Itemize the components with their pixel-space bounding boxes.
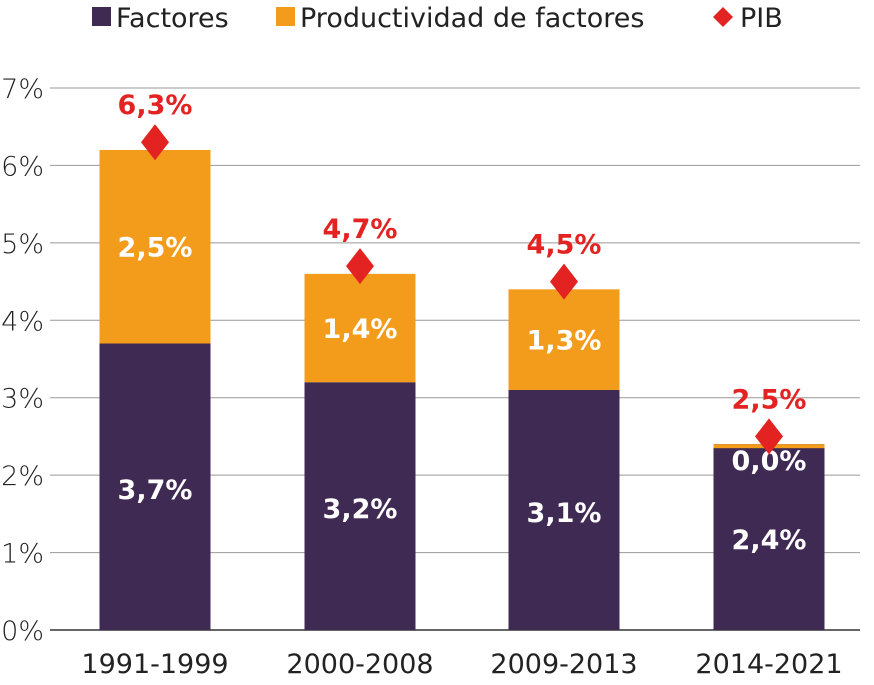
pib-marker	[346, 248, 374, 285]
data-label-factores: 3,2%	[323, 494, 398, 525]
data-label-pib: 2,5%	[732, 384, 807, 415]
data-label-pib: 4,5%	[527, 230, 602, 261]
x-tick-label: 2009-2013	[490, 649, 637, 680]
data-label-pib: 4,7%	[323, 214, 398, 245]
pib-marker	[141, 124, 169, 161]
data-label-factores: 3,1%	[527, 498, 602, 529]
data-label-productividad: 1,4%	[323, 314, 398, 345]
data-label-factores: 2,4%	[732, 525, 807, 556]
y-tick-label: 3%	[1, 384, 44, 415]
legend-label-productividad: Productividad de factores	[300, 3, 644, 34]
data-label-factores: 3,7%	[118, 475, 193, 506]
x-tick-label: 1991-1999	[81, 649, 228, 680]
bar-factores	[304, 382, 416, 630]
bar-productividad	[304, 273, 416, 383]
y-tick-label: 0%	[1, 616, 44, 647]
bar-factores	[713, 444, 825, 630]
legend-label-factores: Factores	[116, 3, 229, 34]
bar-productividad	[508, 289, 620, 390]
data-label-pib: 6,3%	[118, 90, 193, 121]
bar-factores	[508, 389, 620, 630]
legend-swatch-productividad	[276, 7, 295, 26]
y-tick-label: 7%	[1, 74, 44, 105]
y-tick-label: 5%	[1, 229, 44, 260]
pib-marker	[755, 418, 783, 455]
legend-swatch-factores	[92, 7, 111, 26]
data-label-productividad: 2,5%	[118, 233, 193, 264]
y-tick-label: 2%	[1, 461, 44, 492]
bar-factores	[99, 343, 211, 630]
y-tick-label: 4%	[1, 306, 44, 337]
x-tick-label: 2014-2021	[695, 649, 842, 680]
bar-productividad	[99, 149, 211, 344]
legend-label-pib: PIB	[740, 3, 783, 34]
x-tick-label: 2000-2008	[286, 649, 433, 680]
data-label-productividad: 1,3%	[527, 326, 602, 357]
y-tick-label: 1%	[1, 539, 44, 570]
pib-marker	[550, 263, 578, 300]
y-tick-label: 6%	[1, 151, 44, 182]
legend-marker-pib	[713, 7, 733, 27]
